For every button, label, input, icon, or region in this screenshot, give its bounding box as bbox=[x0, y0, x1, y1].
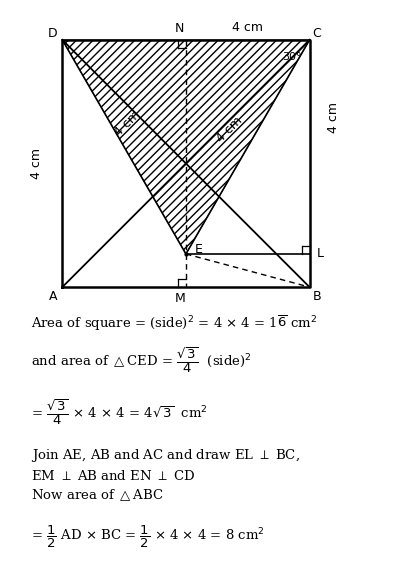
Text: 4 cm: 4 cm bbox=[214, 114, 245, 145]
Text: = $\dfrac{\sqrt{3}}{4}$ $\times$ 4 $\times$ 4 = 4$\sqrt{3}$  cm$^2$: = $\dfrac{\sqrt{3}}{4}$ $\times$ 4 $\tim… bbox=[31, 397, 208, 427]
Text: Area of square = (side)$^2$ = 4 $\times$ 4 = 1$\overline{6}$ cm$^2$: Area of square = (side)$^2$ = 4 $\times$… bbox=[31, 314, 318, 333]
Text: L: L bbox=[317, 248, 324, 261]
Text: 4 cm: 4 cm bbox=[232, 21, 263, 34]
Text: Now area of $\triangle$ABC: Now area of $\triangle$ABC bbox=[31, 487, 164, 503]
Text: E: E bbox=[195, 243, 203, 256]
Text: 4 cm: 4 cm bbox=[327, 102, 340, 132]
Text: and area of $\triangle$CED = $\dfrac{\sqrt{3}}{4}$  (side)$^2$: and area of $\triangle$CED = $\dfrac{\sq… bbox=[31, 345, 252, 375]
Text: 4 cm: 4 cm bbox=[30, 148, 43, 179]
Text: 4 cm: 4 cm bbox=[112, 108, 143, 139]
Text: C: C bbox=[312, 27, 321, 40]
Text: 30°: 30° bbox=[283, 52, 302, 62]
Text: A: A bbox=[49, 290, 57, 303]
Text: Join AE, AB and AC and draw EL $\perp$ BC,: Join AE, AB and AC and draw EL $\perp$ B… bbox=[31, 446, 300, 463]
Text: N: N bbox=[175, 22, 184, 35]
Text: = $\dfrac{1}{2}$ AD $\times$ BC = $\dfrac{1}{2}$ $\times$ 4 $\times$ 4 = 8 cm$^2: = $\dfrac{1}{2}$ AD $\times$ BC = $\dfra… bbox=[31, 524, 265, 550]
Text: D: D bbox=[48, 27, 58, 40]
Polygon shape bbox=[62, 40, 310, 254]
Text: M: M bbox=[174, 292, 185, 304]
Text: B: B bbox=[313, 290, 321, 303]
Text: EM $\perp$ AB and EN $\perp$ CD: EM $\perp$ AB and EN $\perp$ CD bbox=[31, 469, 196, 483]
